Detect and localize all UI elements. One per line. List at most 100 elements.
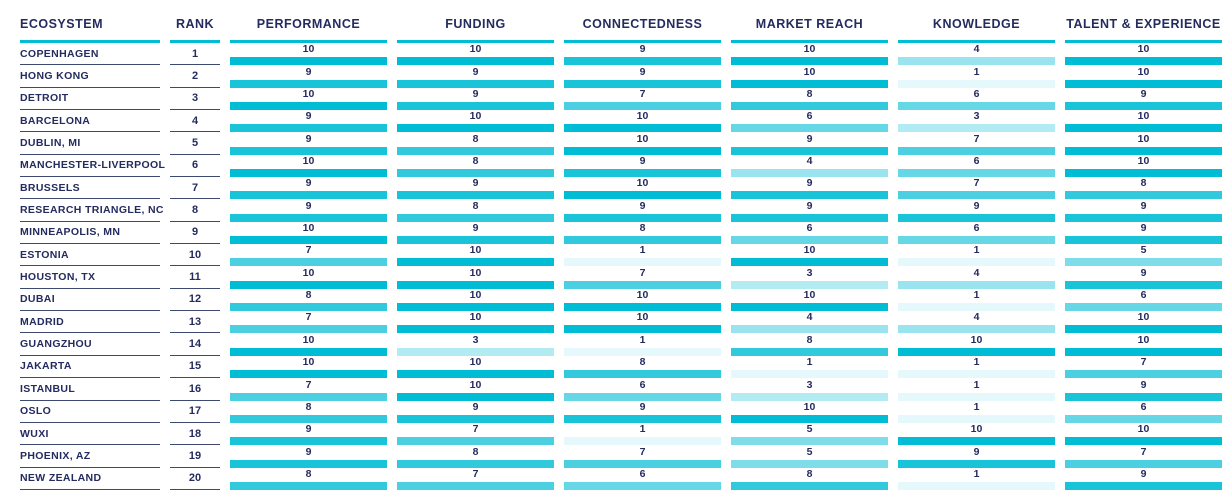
score-cell-funding: 8 (397, 155, 554, 178)
score-cell-connectedness: 10 (564, 110, 721, 133)
score-value: 1 (973, 378, 980, 391)
score-bar (1065, 392, 1222, 401)
rank-value: 18 (170, 423, 220, 446)
rank-value: 12 (170, 289, 220, 312)
score-cell-talent-experience: 6 (1065, 289, 1222, 312)
score-value: 10 (636, 177, 649, 190)
score-cell-market-reach: 10 (731, 401, 888, 423)
score-value: 6 (1140, 289, 1147, 302)
score-cell-talent-experience: 7 (1065, 445, 1222, 468)
score-bar (230, 370, 387, 379)
score-value: 10 (302, 43, 315, 56)
score-bar (1065, 236, 1222, 245)
rank-value: 1 (170, 43, 220, 66)
score-cell-funding: 8 (397, 132, 554, 155)
score-value: 8 (1140, 177, 1147, 190)
score-bar (397, 213, 554, 222)
ecosystem-name: OSLO (20, 401, 160, 423)
score-bar (397, 437, 554, 446)
score-value: 7 (1140, 445, 1147, 458)
score-value: 9 (639, 199, 646, 212)
ecosystem-name: DETROIT (20, 88, 160, 111)
score-cell-performance: 10 (230, 88, 387, 111)
score-bar (731, 124, 888, 133)
score-value: 10 (636, 311, 649, 324)
score-cell-connectedness: 1 (564, 423, 721, 446)
score-cell-performance: 9 (230, 132, 387, 155)
score-bar (731, 459, 888, 468)
score-cell-funding: 10 (397, 43, 554, 66)
score-value: 1 (806, 356, 813, 369)
score-cell-connectedness: 9 (564, 43, 721, 66)
score-bar (898, 370, 1055, 379)
column-header-label: MARKET REACH (755, 16, 864, 31)
rank-value: 9 (170, 222, 220, 245)
score-bar (898, 347, 1055, 356)
score-value: 9 (973, 445, 980, 458)
score-bar (397, 102, 554, 111)
score-bar (731, 303, 888, 312)
score-bar (564, 392, 721, 401)
column-header-label: KNOWLEDGE (932, 16, 1021, 31)
table-row: JAKARTA 15 10 10 8 1 1 7 (0, 356, 1228, 379)
score-bar (731, 79, 888, 88)
score-cell-performance: 10 (230, 155, 387, 178)
score-bar (731, 481, 888, 490)
score-value: 9 (472, 65, 479, 78)
score-value: 9 (1140, 467, 1147, 480)
rank-value: 10 (170, 244, 220, 267)
score-cell-talent-experience: 9 (1065, 222, 1222, 245)
score-bar (397, 258, 554, 267)
score-value: 10 (1137, 65, 1150, 78)
score-cell-performance: 10 (230, 333, 387, 356)
score-value: 7 (305, 378, 312, 391)
score-value: 6 (973, 155, 980, 168)
table-row: ISTANBUL 16 7 10 6 3 1 9 (0, 378, 1228, 401)
score-value: 10 (469, 289, 482, 302)
score-bar (1065, 437, 1222, 446)
score-value: 9 (1140, 222, 1147, 235)
table-row: GUANGZHOU 14 10 3 1 8 10 10 (0, 333, 1228, 356)
score-bar (898, 392, 1055, 401)
table-row: PHOENIX, AZ 19 9 8 7 5 9 7 (0, 445, 1228, 468)
score-value: 7 (639, 266, 646, 279)
ecosystem-name: COPENHAGEN (20, 43, 160, 66)
column-header-performance: PERFORMANCE (230, 0, 387, 43)
score-cell-connectedness: 8 (564, 356, 721, 379)
score-value: 9 (1140, 266, 1147, 279)
score-cell-performance: 8 (230, 468, 387, 490)
column-header-market-reach: MARKET REACH (731, 0, 888, 43)
score-value: 9 (639, 400, 646, 413)
score-value: 9 (305, 65, 312, 78)
score-value: 9 (639, 43, 646, 56)
score-cell-funding: 10 (397, 266, 554, 289)
rank-value: 3 (170, 88, 220, 111)
score-cell-knowledge: 1 (898, 401, 1055, 423)
score-cell-funding: 9 (397, 65, 554, 88)
score-bar (564, 146, 721, 155)
table-row: DUBAI 12 8 10 10 10 1 6 (0, 289, 1228, 312)
table-body: COPENHAGEN 1 10 10 9 10 4 10 HONG KONG 2 9 9 9 10 1 10 D… (0, 43, 1228, 490)
score-cell-market-reach: 4 (731, 311, 888, 334)
score-bar (731, 392, 888, 401)
score-value: 7 (305, 244, 312, 257)
score-value: 9 (1140, 199, 1147, 212)
score-bar (1065, 414, 1222, 423)
score-value: 10 (803, 289, 816, 302)
score-value: 10 (469, 378, 482, 391)
score-bar (731, 437, 888, 446)
score-value: 7 (639, 88, 646, 101)
score-bar (1065, 347, 1222, 356)
score-bar (564, 481, 721, 490)
score-bar (898, 414, 1055, 423)
score-cell-knowledge: 10 (898, 423, 1055, 446)
score-value: 5 (1140, 244, 1147, 257)
score-cell-market-reach: 3 (731, 378, 888, 401)
score-cell-knowledge: 6 (898, 155, 1055, 178)
score-cell-market-reach: 9 (731, 132, 888, 155)
score-cell-connectedness: 1 (564, 333, 721, 356)
score-cell-connectedness: 6 (564, 378, 721, 401)
column-header-ecosystem: ECOSYSTEM (20, 0, 160, 43)
table-row: MADRID 13 7 10 10 4 4 10 (0, 311, 1228, 334)
